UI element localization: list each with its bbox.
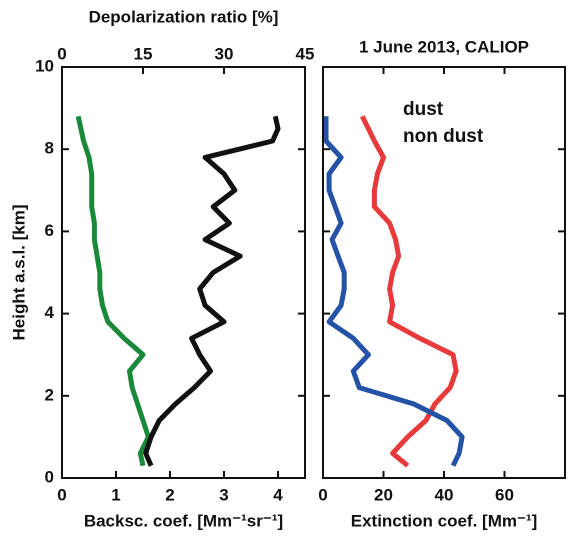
y-tick-label: 0 <box>45 467 54 486</box>
plot-frame <box>322 66 566 479</box>
x2-tick-label: 15 <box>134 44 153 63</box>
legend-label: non dust <box>403 126 484 147</box>
y-tick-label: 4 <box>45 303 55 322</box>
x-tick-label: 0 <box>318 485 327 504</box>
chart-title: 1 June 2013, CALIOP <box>359 37 529 56</box>
x-tick-label: 2 <box>165 485 174 504</box>
y-axis-label: Height a.s.l. [km] <box>9 204 28 340</box>
y-tick-label: 2 <box>45 385 54 404</box>
profile-line <box>75 115 151 467</box>
x2-axis-label: Depolarization ratio [%] <box>89 7 279 26</box>
x2-tick-label: 30 <box>215 44 234 63</box>
y-tick-label: 10 <box>35 56 54 75</box>
x-tick-label: 20 <box>374 485 393 504</box>
x-tick-label: 4 <box>273 485 283 504</box>
x-tick-label: 1 <box>111 485 120 504</box>
x-tick-label: 0 <box>57 485 66 504</box>
profile-line <box>360 115 459 468</box>
x-tick-label: 3 <box>219 485 228 504</box>
y-tick-label: 6 <box>45 221 54 240</box>
x2-tick-label: 0 <box>57 44 66 63</box>
x-axis-label: Backsc. coef. [Mm⁻¹sr⁻¹] <box>84 511 283 530</box>
x-tick-label: 60 <box>495 485 514 504</box>
profile-line <box>143 115 281 467</box>
x-axis-label: Extinction coef. [Mm⁻¹] <box>351 511 538 530</box>
profile-line <box>323 116 465 467</box>
plot-frame <box>61 66 306 479</box>
x-tick-label: 40 <box>435 485 454 504</box>
y-tick-label: 8 <box>45 139 54 158</box>
x2-tick-label: 45 <box>296 44 315 63</box>
legend-label: dust <box>403 99 444 120</box>
